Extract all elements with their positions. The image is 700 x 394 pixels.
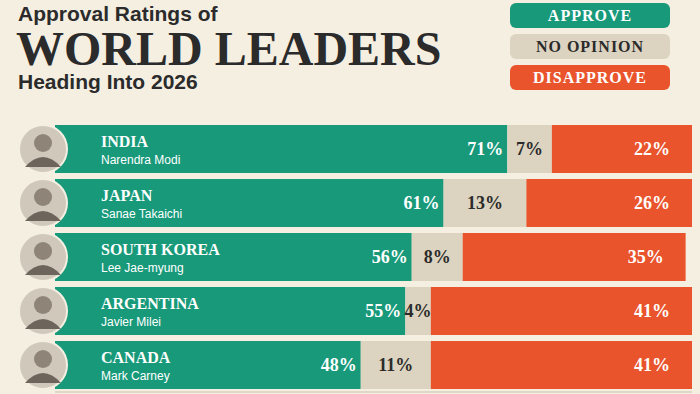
svg-text:35%: 35%	[628, 247, 664, 267]
html-text:NO OPINION: NO OPINION	[535, 37, 645, 55]
svg-text:Sanae Takaichi: Sanae Takaichi	[101, 207, 182, 221]
svg-text:13%: 13%	[467, 193, 503, 213]
svg-text:26%: 26%	[634, 193, 670, 213]
svg-text:41%: 41%	[634, 301, 670, 321]
svg-text:8%: 8%	[424, 247, 451, 267]
svg-text:CANADA: CANADA	[101, 349, 171, 366]
svg-text:Mark Carney: Mark Carney	[101, 369, 170, 383]
svg-text:Narendra Modi: Narendra Modi	[101, 153, 180, 167]
svg-text:JAPAN: JAPAN	[101, 187, 153, 204]
svg-text:56%: 56%	[372, 247, 408, 267]
svg-text:22%: 22%	[634, 139, 670, 159]
svg-text:INDIA: INDIA	[101, 133, 149, 150]
svg-text:ARGENTINA: ARGENTINA	[101, 295, 199, 312]
svg-text:71%: 71%	[467, 139, 503, 159]
svg-text:SOUTH KOREA: SOUTH KOREA	[101, 241, 220, 258]
svg-text:55%: 55%	[365, 301, 401, 321]
svg-text:11%: 11%	[378, 355, 413, 375]
svg-text:Javier Milei: Javier Milei	[101, 315, 161, 329]
html-text:DISAPPROVE: DISAPPROVE	[533, 68, 647, 86]
html-text:Approval Ratings of: Approval Ratings of	[18, 2, 218, 25]
svg-text:Lee Jae-myung: Lee Jae-myung	[101, 261, 184, 275]
svg-text:4%: 4%	[405, 301, 432, 321]
svg-text:61%: 61%	[404, 193, 440, 213]
svg-text:41%: 41%	[634, 355, 670, 375]
svg-text:7%: 7%	[516, 139, 543, 159]
html-text:WORLD LEADERS: WORLD LEADERS	[16, 22, 442, 75]
svg-text:48%: 48%	[321, 355, 357, 375]
html-text:APPROVE: APPROVE	[547, 6, 633, 24]
html-text:Heading Into 2026: Heading Into 2026	[18, 70, 198, 93]
